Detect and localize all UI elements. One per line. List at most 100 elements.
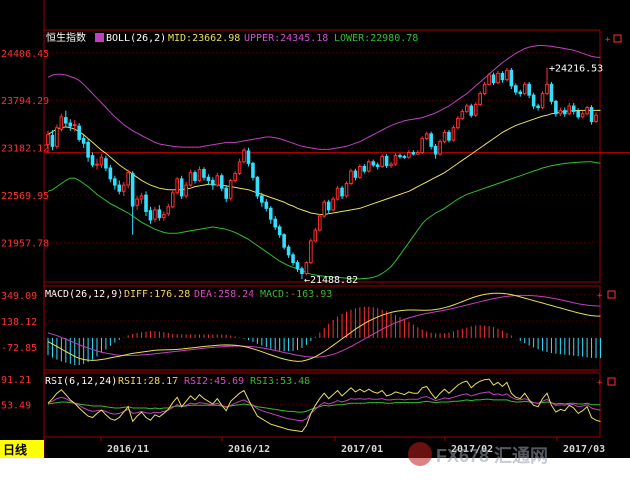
y-tick-label: 349.09 (1, 291, 37, 302)
candle (113, 175, 117, 190)
candle (282, 233, 286, 250)
candle (576, 108, 580, 120)
candle (242, 147, 246, 164)
rsi-label: RSI(6,12,24) (45, 376, 117, 387)
candle (291, 252, 295, 266)
title: 恒生指数 (46, 31, 86, 44)
candle-body (456, 117, 460, 129)
close-icon[interactable] (613, 34, 622, 43)
panel-controls-main[interactable]: + (605, 34, 622, 45)
candle-body (464, 105, 469, 112)
candle-body (393, 155, 398, 165)
candle (491, 72, 496, 86)
candle-body (264, 201, 269, 209)
candle-body (322, 201, 327, 217)
candle (362, 164, 367, 174)
plus-icon[interactable]: + (597, 291, 603, 301)
candle-body (113, 178, 117, 186)
candle (353, 168, 358, 181)
candle-body (563, 110, 567, 115)
candle-body (157, 209, 162, 219)
candle-body (545, 83, 549, 95)
candle (202, 167, 206, 181)
candle-body (540, 93, 545, 109)
candle (104, 155, 108, 172)
candle-body (500, 72, 505, 81)
candle-body (309, 240, 313, 264)
y-tick-label: 138.12 (1, 317, 37, 328)
candle (246, 147, 251, 167)
candle-body (429, 133, 433, 147)
candle (268, 206, 273, 224)
candle-body (237, 161, 242, 174)
candle (549, 81, 554, 105)
candle (99, 154, 104, 169)
candle (273, 216, 278, 231)
candle-body (202, 169, 206, 178)
candle (286, 244, 291, 258)
y-tick-label: 24406.45 (1, 49, 49, 60)
close-icon[interactable] (607, 377, 616, 386)
candle-body (433, 145, 438, 155)
candle-body (233, 172, 237, 181)
candle-body (68, 122, 73, 127)
candle-body (268, 207, 273, 220)
plus-icon[interactable]: + (605, 35, 611, 45)
candle (358, 164, 362, 179)
candle (277, 224, 282, 238)
candle-body (104, 158, 108, 169)
candle (420, 136, 425, 155)
candle (402, 154, 407, 159)
candle (500, 71, 505, 83)
candle (304, 261, 309, 276)
candle-body (438, 141, 442, 155)
candle-body (384, 155, 389, 167)
period-label[interactable]: 日线 (3, 442, 27, 457)
period-box[interactable] (0, 440, 44, 458)
watermark-text: FX678 汇通网 (436, 446, 548, 466)
candle (211, 177, 215, 190)
candle (215, 172, 220, 187)
candle-body (188, 172, 193, 186)
candle (527, 81, 531, 99)
panel-controls-rsi[interactable]: + (597, 377, 616, 388)
close-icon[interactable] (607, 290, 616, 299)
candle-body (184, 184, 188, 197)
candle (469, 103, 474, 118)
candle (393, 153, 398, 166)
candle (389, 161, 393, 169)
candle (438, 139, 442, 156)
candle (309, 238, 313, 265)
y-tick-label: 22569.95 (1, 191, 49, 202)
candle (384, 154, 389, 169)
rsi1-line (47, 378, 601, 433)
candle-body (415, 152, 420, 155)
plus-icon[interactable]: + (597, 378, 603, 388)
candle (442, 130, 447, 144)
candle-body (554, 100, 558, 115)
y-tick-label: 53.49 (1, 400, 31, 411)
candle (224, 185, 229, 203)
candle (447, 130, 451, 143)
candle-body (282, 234, 286, 248)
watermark-logo-icon (408, 442, 432, 466)
candle (188, 169, 193, 187)
candle-body (81, 138, 86, 144)
candle-body (130, 172, 135, 207)
candle-body (148, 210, 153, 221)
candle (251, 161, 255, 181)
watermark: FX678 汇通网 (408, 442, 548, 466)
candle-body (211, 179, 215, 186)
macd-diff-line (47, 292, 601, 362)
candle (117, 180, 122, 195)
candle (464, 103, 469, 113)
candle-body (549, 83, 554, 102)
candle (478, 91, 482, 106)
candle-body (407, 152, 411, 158)
candle (317, 213, 322, 232)
x-axis: 2016/11 2016/12 2017/01 2017/02 2017/03 (100, 437, 605, 455)
candle-body (411, 152, 416, 155)
candle (460, 109, 465, 120)
candle-body (295, 262, 300, 270)
panel-controls-macd[interactable]: + (597, 290, 616, 301)
